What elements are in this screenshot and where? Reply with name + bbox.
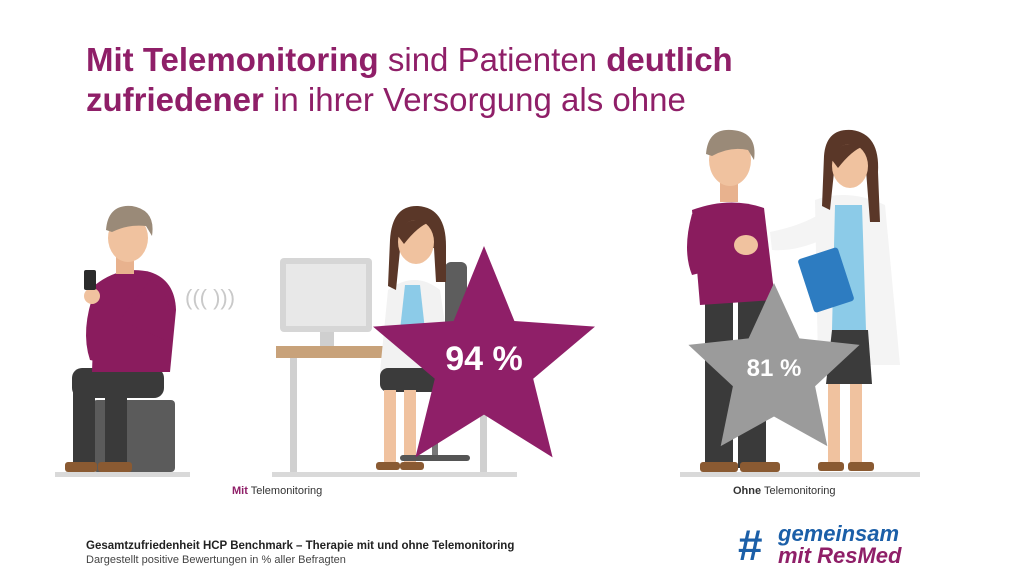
headline-text-2: sind Patienten — [378, 41, 607, 78]
headline-bold-4: zufriedener — [86, 81, 264, 118]
headline: Mit Telemonitoring sind Patienten deutli… — [86, 40, 986, 120]
purple-star-badge — [373, 246, 595, 458]
logo-line-2: mit ResMed — [778, 543, 902, 568]
headline-bold-3: deutlich — [606, 41, 733, 78]
headline-bold-1: Mit Telemonitoring — [86, 41, 379, 78]
caption-with-telemonitoring: Mit Telemonitoring — [232, 485, 322, 497]
hashtag-icon: # — [738, 521, 763, 570]
without-telemonitoring-percent: 81 % — [747, 355, 802, 382]
with-telemonitoring-percent: 94 % — [445, 340, 523, 378]
floor-line-left — [55, 472, 190, 477]
floor-line-middle — [272, 472, 517, 477]
footer-line-2: Dargestellt positive Bewertungen in % al… — [86, 554, 346, 566]
caption-with-bold: Mit — [232, 485, 248, 497]
seated-patient-figure — [65, 205, 176, 472]
footer-notes: Gesamtzufriedenheit HCP Benchmark – Ther… — [86, 540, 514, 566]
caption-without-bold: Ohne — [733, 485, 762, 497]
standing-doctor-figure — [770, 129, 900, 471]
headline-text-5: in ihrer Versorgung als ohne — [263, 81, 686, 118]
signal-waves-icon: ((( ))) — [185, 285, 235, 310]
caption-without-rest: Telemonitoring — [761, 485, 836, 497]
caption-without-telemonitoring: Ohne Telemonitoring — [733, 485, 836, 497]
grey-star-badge — [688, 283, 860, 447]
footer-line-1: Gesamtzufriedenheit HCP Benchmark – Ther… — [86, 540, 515, 552]
logo-line-1: gemeinsam — [778, 521, 900, 546]
floor-line-right — [680, 472, 920, 477]
resmed-logo: # gemeinsam mit ResMed — [738, 522, 938, 570]
caption-with-rest: Telemonitoring — [247, 485, 323, 497]
